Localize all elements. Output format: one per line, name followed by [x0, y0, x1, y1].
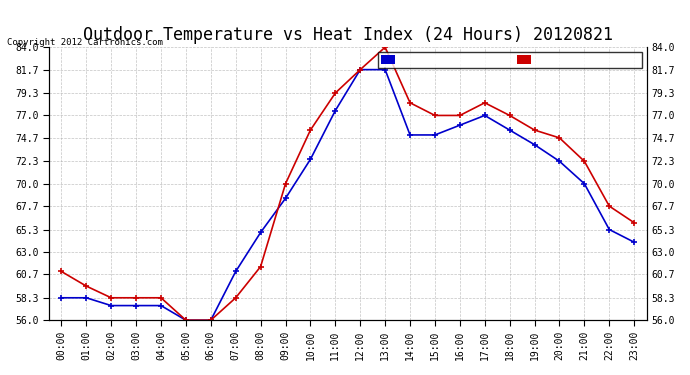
Legend: Heat Index  (°F), Temperature  (°F): Heat Index (°F), Temperature (°F) [378, 52, 642, 68]
Title: Outdoor Temperature vs Heat Index (24 Hours) 20120821: Outdoor Temperature vs Heat Index (24 Ho… [83, 26, 613, 44]
Text: Copyright 2012 Cartronics.com: Copyright 2012 Cartronics.com [7, 38, 163, 47]
